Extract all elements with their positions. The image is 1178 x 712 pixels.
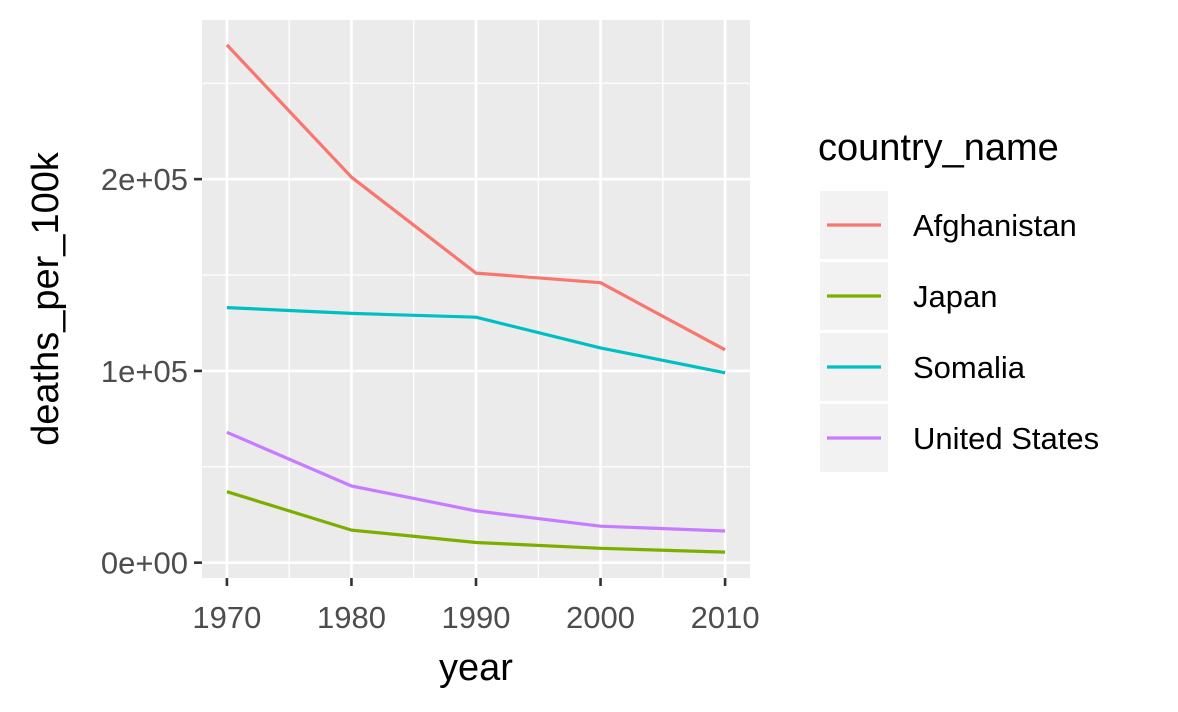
legend-items: Afghanistan Japan Somalia United States <box>820 191 1099 472</box>
series-line-japan <box>226 490 726 554</box>
y-tick-label: 1e+05 <box>101 354 188 389</box>
series-lines <box>225 43 726 554</box>
y-tick-label: 0e+00 <box>101 546 188 581</box>
y-axis: 0e+00 1e+05 2e+05 <box>101 162 202 581</box>
series-line-afghanistan <box>225 43 726 352</box>
legend: country_name Afghanistan Japan Somalia Unit… <box>818 127 1099 472</box>
series-line-somalia <box>226 306 726 375</box>
legend-title: country_name <box>818 127 1059 169</box>
x-tick-label: 1970 <box>192 600 261 635</box>
grid-major <box>202 20 750 578</box>
x-tick-label: 1990 <box>442 600 511 635</box>
legend-label-somalia: Somalia <box>913 350 1026 385</box>
x-axis: 1970 1980 1990 2000 2010 <box>192 578 760 635</box>
legend-label-japan: Japan <box>913 279 997 314</box>
series-line-united-states <box>226 430 726 533</box>
legend-label-afghanistan: Afghanistan <box>913 208 1077 243</box>
x-axis-title: year <box>439 647 513 689</box>
x-tick-label: 2010 <box>691 600 760 635</box>
y-axis-title: deaths_per_100k <box>25 151 67 446</box>
y-tick-label: 2e+05 <box>101 162 188 197</box>
x-tick-label: 2000 <box>566 600 635 635</box>
legend-label-united-states: United States <box>913 421 1099 456</box>
x-tick-label: 1980 <box>317 600 386 635</box>
